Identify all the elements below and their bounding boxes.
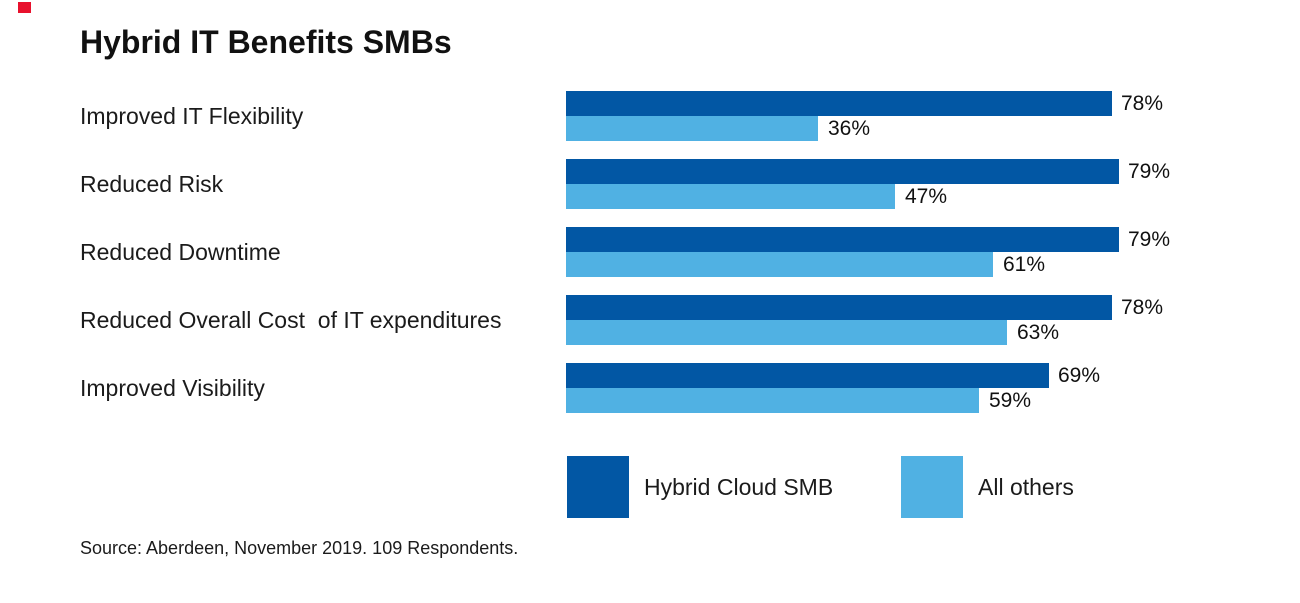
bar-all-others: [566, 320, 1007, 345]
bar-all-others: [566, 184, 895, 209]
value-label-all-others: 36%: [828, 116, 871, 140]
bar-all-others: [566, 388, 979, 413]
category-label: Reduced Overall Cost of IT expenditures: [80, 306, 502, 333]
value-label-all-others: 63%: [1017, 320, 1060, 344]
source-note: Source: Aberdeen, November 2019. 109 Res…: [80, 538, 519, 558]
legend-item-all-others: All others: [901, 456, 1074, 518]
legend-label: All others: [978, 473, 1074, 500]
legend-swatch-all-others: [901, 456, 963, 518]
category-label: Reduced Downtime: [80, 238, 281, 265]
value-label-hybrid-cloud-smb: 79%: [1128, 159, 1171, 183]
value-label-all-others: 59%: [989, 388, 1032, 412]
bar-hybrid-cloud-smb: [566, 159, 1119, 184]
bar-hybrid-cloud-smb: [566, 227, 1119, 252]
bar-all-others: [566, 116, 818, 141]
legend-label: Hybrid Cloud SMB: [644, 473, 834, 500]
value-label-hybrid-cloud-smb: 78%: [1121, 295, 1164, 319]
bar-hybrid-cloud-smb: [566, 363, 1049, 388]
legend-swatch-hybrid-cloud-smb: [567, 456, 629, 518]
value-label-all-others: 61%: [1003, 252, 1046, 276]
bar-all-others: [566, 252, 993, 277]
category-label: Reduced Risk: [80, 170, 224, 197]
bar-hybrid-cloud-smb: [566, 91, 1112, 116]
category-label: Improved Visibility: [80, 374, 265, 401]
aberdeen-brand-mark-icon: [18, 2, 31, 13]
value-label-all-others: 47%: [905, 184, 948, 208]
value-label-hybrid-cloud-smb: 79%: [1128, 227, 1171, 251]
value-label-hybrid-cloud-smb: 78%: [1121, 91, 1164, 115]
value-label-hybrid-cloud-smb: 69%: [1058, 363, 1101, 387]
legend-item-hybrid-cloud-smb: Hybrid Cloud SMB: [567, 456, 833, 518]
category-label: Improved IT Flexibility: [80, 102, 304, 129]
bar-hybrid-cloud-smb: [566, 295, 1112, 320]
chart-title: Hybrid IT Benefits SMBs: [80, 24, 452, 60]
